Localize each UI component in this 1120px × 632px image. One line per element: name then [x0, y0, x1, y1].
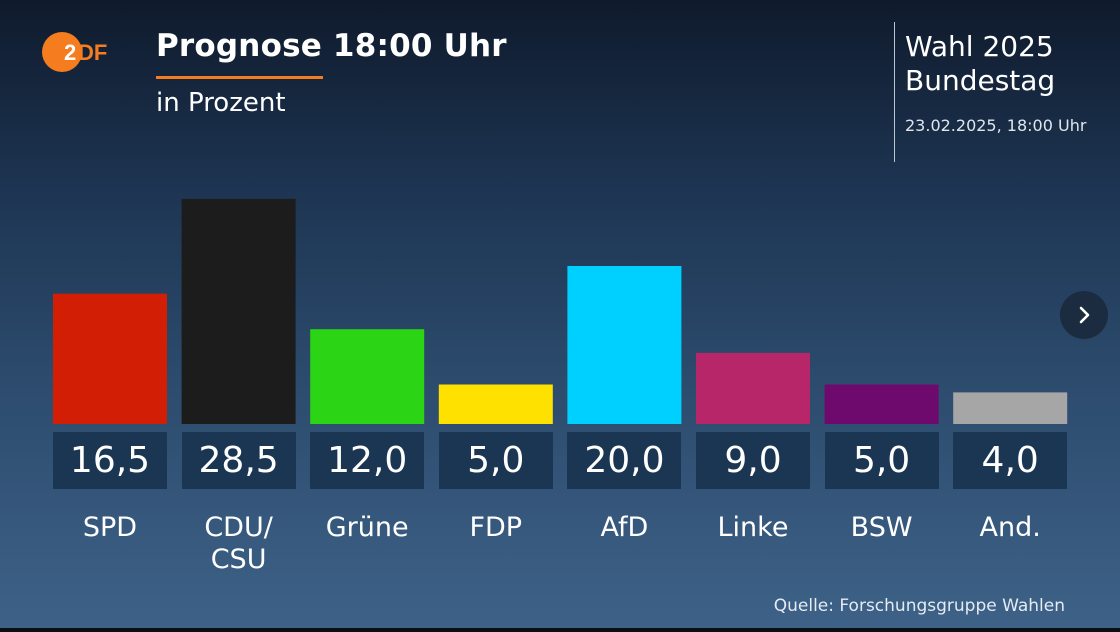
- bar-cducsu: [181, 198, 296, 424]
- category-label: Grüne: [325, 512, 409, 543]
- election-title: Wahl 2025: [905, 30, 1054, 63]
- chart-subtitle: in Prozent: [156, 88, 286, 118]
- bar-fdp: [438, 384, 553, 424]
- next-button[interactable]: [1060, 291, 1108, 339]
- category-label: CDU/ CSU: [204, 512, 273, 575]
- bar-and: [953, 392, 1068, 424]
- chart-title: Prognose 18:00 Uhr: [156, 28, 507, 64]
- category-label: And.: [979, 512, 1041, 543]
- bar-linke: [696, 352, 810, 424]
- zdf-logo: 2 DF: [42, 32, 107, 72]
- zdf-logo-2: 2: [64, 40, 76, 65]
- category-label: Linke: [717, 512, 789, 543]
- category-label: SPD: [82, 512, 138, 543]
- bar-bsw: [824, 384, 939, 424]
- category-label: FDP: [469, 512, 523, 543]
- chevron-right-icon: [1079, 306, 1090, 324]
- bar-spd: [53, 293, 167, 424]
- value-label: 5,0: [824, 432, 939, 489]
- bar-grne: [310, 329, 425, 424]
- source-note: Quelle: Forschungsgruppe Wahlen: [773, 596, 1065, 616]
- category-label: AfD: [600, 512, 649, 543]
- election-datetime: 23.02.2025, 18:00 Uhr: [905, 116, 1087, 135]
- header-divider: [894, 22, 895, 162]
- value-label: 20,0: [567, 432, 682, 489]
- value-label: 9,0: [696, 432, 810, 489]
- value-label: 5,0: [438, 432, 553, 489]
- value-label: 16,5: [53, 432, 167, 489]
- value-label: 28,5: [181, 432, 296, 489]
- election-subtitle: Bundestag: [905, 64, 1056, 97]
- title-underline: [156, 76, 323, 79]
- zdf-logo-df: DF: [78, 40, 107, 65]
- category-label: BSW: [850, 512, 913, 543]
- value-label: 4,0: [953, 432, 1068, 489]
- bottom-strip: [0, 628, 1120, 632]
- value-label: 12,0: [310, 432, 425, 489]
- zdf-logo-circle: [42, 32, 82, 72]
- bar-afd: [567, 266, 682, 424]
